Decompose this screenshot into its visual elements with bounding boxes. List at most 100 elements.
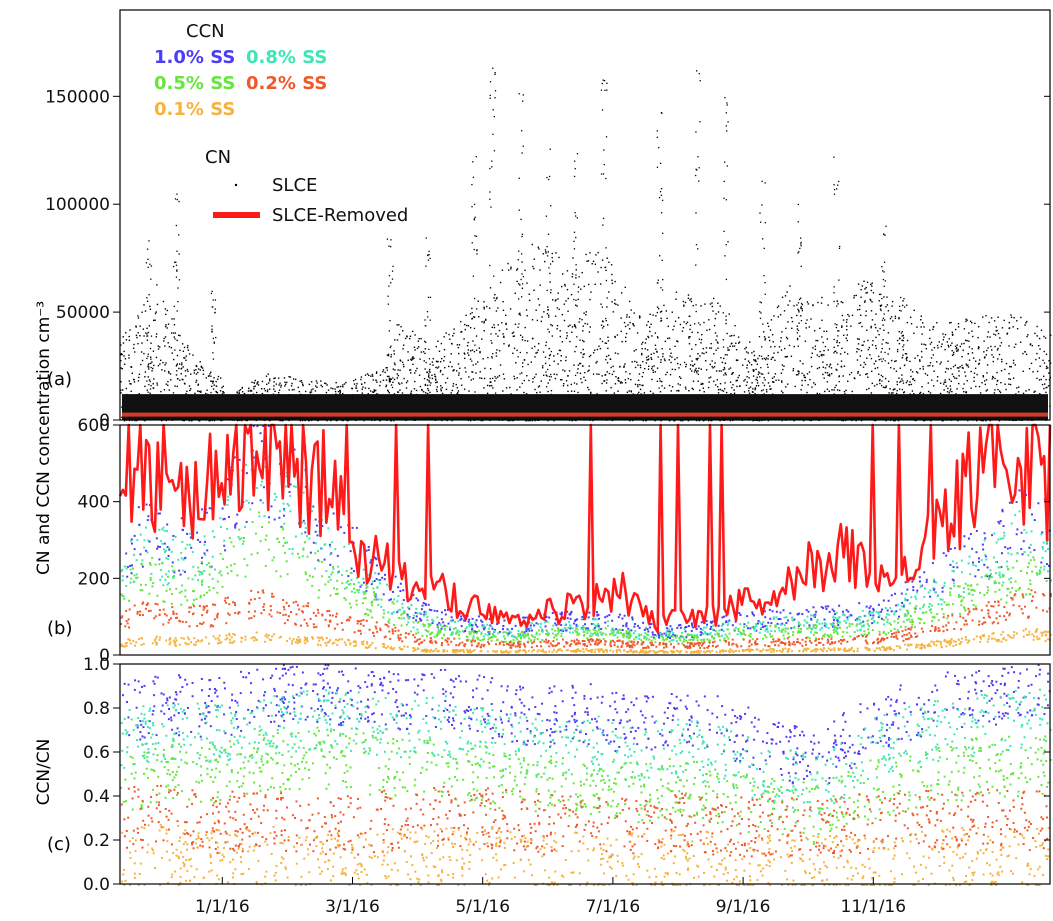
cn-slce-point	[173, 336, 176, 338]
cn-slce-spike-point	[148, 363, 150, 365]
cn-slce-point	[843, 365, 846, 367]
ccn-point	[222, 518, 225, 521]
cn-slce-point	[739, 385, 741, 387]
cn-slce-point	[167, 384, 169, 387]
legend: CCN 1.0% SS 0.8% SS 0.5% SS 0.2% SS 0.1%…	[154, 21, 408, 226]
cn-slce-point	[970, 370, 972, 373]
ccn-point	[130, 542, 133, 545]
cn-slce-point	[545, 252, 547, 254]
cn-slce-point	[413, 388, 416, 390]
cn-slce-point	[587, 260, 590, 262]
ccn-point	[129, 564, 132, 567]
cn-slce-spike-point	[603, 163, 606, 166]
cn-slce-spike-point	[426, 310, 429, 313]
cn-slce-point	[375, 389, 377, 392]
cn-slce-point	[1013, 346, 1016, 348]
cn-slce-point	[747, 352, 749, 354]
cn-slce-spike-point	[602, 79, 604, 81]
cn-slce-point	[909, 360, 911, 363]
ccn-point	[652, 633, 655, 636]
cn-slce-point	[770, 388, 772, 390]
cn-slce-point	[404, 337, 407, 340]
cn-slce-point	[215, 390, 217, 393]
cn-slce-point	[320, 380, 322, 382]
cn-slce-point	[873, 385, 876, 387]
cn-slce-point	[712, 310, 714, 312]
cn-slce-spike-point	[602, 173, 605, 175]
cn-slce-point	[625, 371, 627, 373]
cn-slce-point	[985, 379, 988, 381]
cn-slce-point	[414, 334, 416, 336]
cn-slce-point	[605, 390, 607, 392]
cn-slce-point	[547, 382, 549, 384]
cn-slce-point	[150, 384, 152, 387]
cn-slce-spike-point	[577, 391, 579, 394]
cn-slce-spike-point	[885, 385, 887, 387]
cn-slce-point	[965, 320, 967, 323]
cn-slce-point	[611, 273, 613, 276]
cn-slce-point	[189, 389, 191, 392]
cn-slce-point	[628, 328, 631, 330]
cn-slce-point	[390, 378, 393, 380]
cn-slce-point	[541, 316, 543, 318]
cn-slce-point	[185, 359, 187, 361]
cn-slce-spike-point	[573, 390, 576, 392]
cn-slce-point	[943, 336, 945, 338]
cn-slce-point	[422, 351, 425, 353]
cn-slce-point	[589, 354, 592, 357]
cn-slce-point	[141, 359, 144, 362]
cn-slce-point	[650, 353, 652, 356]
cn-slce-point	[639, 384, 641, 386]
cn-slce-spike-point	[177, 334, 180, 337]
cn-slce-point	[781, 331, 783, 333]
cn-slce-point	[123, 355, 125, 357]
cn-slce-point	[632, 323, 634, 326]
cn-slce-point	[763, 393, 765, 395]
cn-slce-point	[755, 378, 757, 381]
cn-slce-point	[955, 350, 958, 352]
cn-slce-point	[803, 374, 805, 377]
cn-slce-point	[885, 306, 887, 308]
cn-slce-spike-point	[476, 253, 478, 255]
cn-slce-point	[1004, 383, 1006, 385]
cn-slce-point	[396, 324, 398, 326]
cn-slce-point	[257, 384, 260, 386]
cn-slce-point	[148, 325, 151, 327]
cn-slce-point	[604, 342, 606, 344]
cn-slce-point	[909, 381, 911, 383]
cn-slce-point	[1043, 350, 1045, 353]
cn-slce-point	[181, 378, 183, 381]
cn-slce-point	[752, 375, 755, 377]
cn-slce-point	[822, 373, 824, 376]
cn-slce-point	[1042, 359, 1044, 362]
cn-slce-point	[923, 343, 925, 346]
cn-slce-point	[236, 392, 238, 394]
cn-slce-point	[634, 383, 637, 386]
cn-slce-point	[121, 353, 123, 356]
cn-slce-point	[910, 323, 913, 325]
cn-slce-point	[222, 385, 224, 388]
cn-slce-point	[284, 385, 286, 387]
ccn-point	[666, 636, 669, 639]
cn-slce-point	[994, 377, 996, 380]
cn-slce-point	[612, 365, 614, 368]
cn-slce-point	[144, 419, 146, 422]
cn-slce-point	[901, 304, 904, 307]
cn-slce-spike-point	[386, 369, 389, 371]
cn-slce-point	[983, 357, 986, 359]
cn-slce-point	[490, 384, 493, 387]
cn-slce-point	[368, 374, 370, 377]
cn-slce-point	[683, 361, 686, 364]
cn-slce-point	[264, 389, 267, 392]
cn-slce-point	[429, 391, 431, 394]
cn-slce-spike-point	[574, 212, 576, 214]
cn-slce-point	[557, 292, 559, 294]
cn-slce-point	[631, 361, 633, 363]
cn-slce-point	[999, 345, 1001, 347]
cn-slce-point	[410, 359, 413, 361]
cn-slce-point	[1016, 387, 1018, 389]
cn-slce-spike-point	[695, 367, 697, 370]
cn-slce-point	[150, 362, 152, 365]
cn-slce-spike-point	[426, 371, 429, 374]
cn-slce-spike-point	[699, 80, 701, 82]
